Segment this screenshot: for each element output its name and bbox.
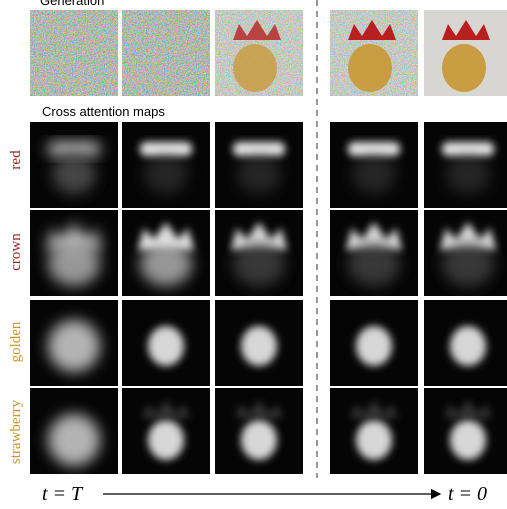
- map-blobs: [48, 142, 100, 194]
- map-blobs: [348, 142, 400, 194]
- blob: [235, 400, 283, 418]
- map-blobs: [450, 326, 486, 366]
- blob: [233, 142, 285, 156]
- attention-map: [30, 210, 118, 296]
- blob: [237, 154, 281, 194]
- attention-map: [330, 388, 418, 474]
- row-label: golden: [8, 321, 24, 362]
- timeline-end: t = 0: [448, 483, 487, 505]
- blob: [48, 414, 100, 466]
- crown: [233, 20, 281, 40]
- blob: [348, 142, 400, 156]
- attention-map: [122, 388, 210, 474]
- map-blobs: [48, 414, 100, 466]
- blob: [148, 326, 184, 366]
- blob: [144, 154, 188, 194]
- blob: [142, 400, 190, 418]
- attention-map: [122, 210, 210, 296]
- strawberry: [233, 44, 277, 92]
- blob: [350, 400, 398, 418]
- crown: [442, 20, 490, 40]
- attention-map: [215, 122, 303, 208]
- map-blobs: [444, 400, 492, 460]
- attention-map: [330, 122, 418, 208]
- attention-map: [122, 300, 210, 386]
- map-blobs: [231, 222, 287, 286]
- blob: [148, 420, 184, 460]
- attention-map: [424, 210, 507, 296]
- map-blobs: [148, 326, 184, 366]
- row-label: crown: [8, 233, 24, 271]
- map-blobs: [350, 400, 398, 460]
- map-blobs: [440, 222, 496, 286]
- blob: [356, 326, 392, 366]
- blob: [444, 400, 492, 418]
- blob: [138, 222, 194, 250]
- attention-map: [30, 300, 118, 386]
- generated-image: [30, 10, 118, 96]
- generation-heading: Generation: [40, 0, 104, 8]
- map-blobs: [140, 142, 192, 194]
- generated-image: [122, 10, 210, 96]
- strawberry: [348, 44, 392, 92]
- attention-heading: Cross attention maps: [42, 104, 165, 119]
- blob: [48, 320, 100, 372]
- blob: [48, 142, 100, 156]
- map-blobs: [46, 222, 102, 286]
- blob: [356, 420, 392, 460]
- blob: [348, 242, 400, 286]
- map-blobs: [442, 142, 494, 194]
- blob: [48, 242, 100, 286]
- map-blobs: [48, 320, 100, 372]
- attention-map: [424, 122, 507, 208]
- attention-map: [215, 300, 303, 386]
- attention-map: [30, 388, 118, 474]
- attention-map: [330, 300, 418, 386]
- map-blobs: [138, 222, 194, 286]
- attention-map: [330, 210, 418, 296]
- attention-map: [215, 388, 303, 474]
- map-blobs: [346, 222, 402, 286]
- blob: [442, 242, 494, 286]
- blob: [140, 142, 192, 156]
- attention-map: [424, 388, 507, 474]
- generated-image: [215, 10, 303, 96]
- attention-map: [122, 122, 210, 208]
- blob: [233, 242, 285, 286]
- blob: [46, 222, 102, 250]
- row-label: strawberry: [8, 399, 24, 464]
- blob: [346, 222, 402, 250]
- attention-map: [30, 122, 118, 208]
- map-blobs: [356, 326, 392, 366]
- blob: [450, 420, 486, 460]
- blob: [231, 222, 287, 250]
- row-label: red: [8, 150, 24, 170]
- attention-map: [215, 210, 303, 296]
- blob: [446, 154, 490, 194]
- blob: [241, 420, 277, 460]
- map-blobs: [233, 142, 285, 194]
- blob: [442, 142, 494, 156]
- map-blobs: [241, 326, 277, 366]
- crown: [348, 20, 396, 40]
- generated-image: [330, 10, 418, 96]
- map-blobs: [235, 400, 283, 460]
- timeline-start: t = T: [42, 483, 84, 505]
- blob: [450, 326, 486, 366]
- blob: [241, 326, 277, 366]
- map-blobs: [142, 400, 190, 460]
- strawberry: [442, 44, 486, 92]
- noise: [122, 10, 210, 96]
- noise: [30, 10, 118, 96]
- image-grid: [30, 10, 507, 474]
- generated-image: [424, 10, 507, 96]
- blob: [352, 154, 396, 194]
- blob: [52, 154, 96, 194]
- attention-map: [424, 300, 507, 386]
- blob: [140, 242, 192, 286]
- blob: [440, 222, 496, 250]
